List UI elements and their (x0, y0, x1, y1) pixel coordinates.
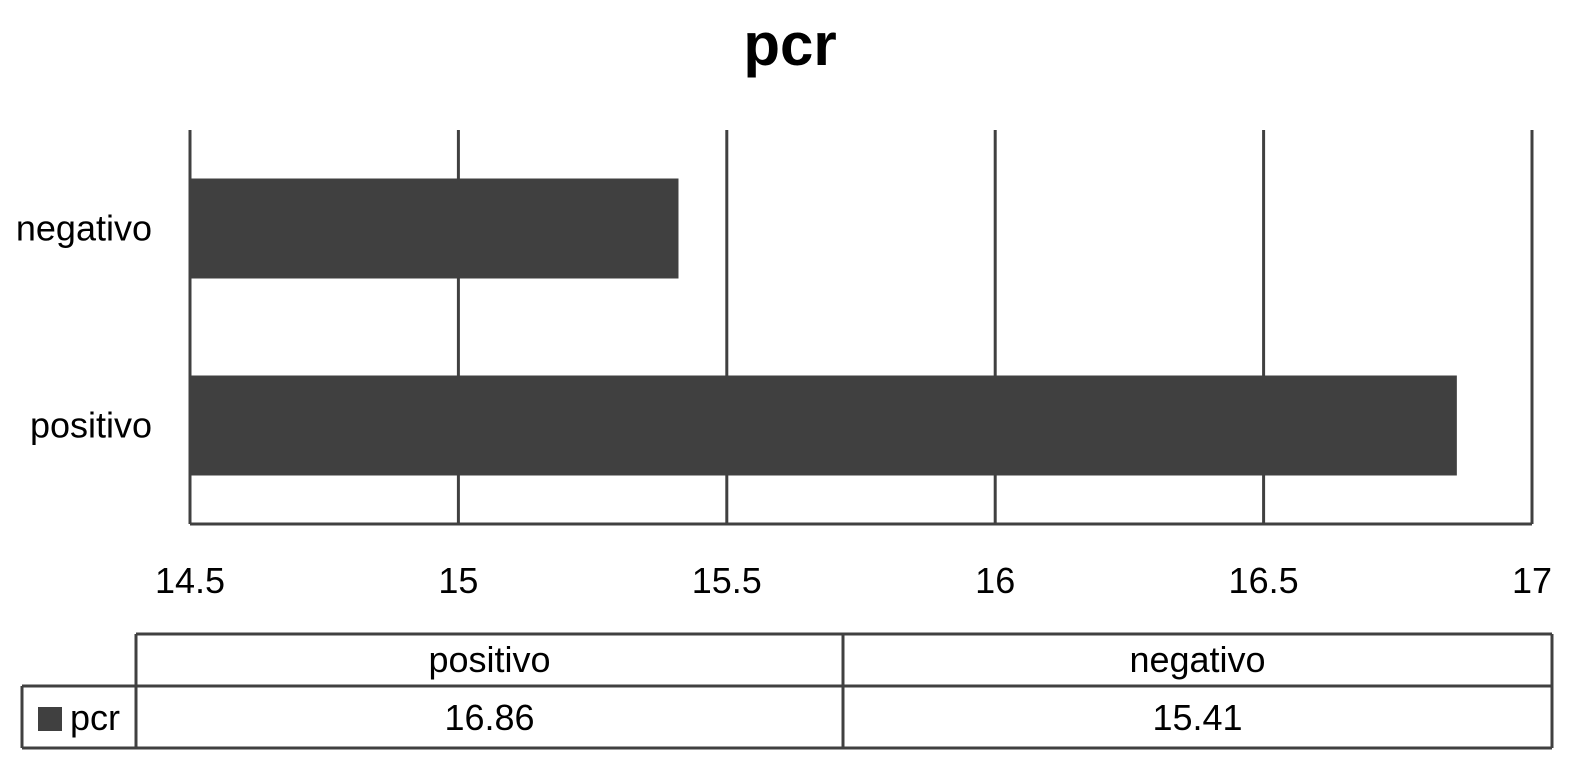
category-label-negativo: negativo (16, 208, 152, 249)
data-table: positivo 16.86 negativo 15.41 pcr (20, 632, 1554, 750)
x-tick-labels: 14.5 15 15.5 16 16.5 17 (155, 560, 1552, 601)
x-tick-label: 17 (1512, 560, 1552, 601)
table-value-negativo: 15.41 (1152, 697, 1242, 738)
legend-series-name: pcr (70, 697, 120, 738)
x-tick-label: 16 (975, 560, 1015, 601)
x-tick-label: 16.5 (1229, 560, 1299, 601)
x-tick-label: 14.5 (155, 560, 225, 601)
x-tick-label: 15.5 (692, 560, 762, 601)
category-labels: positivo negativo (16, 208, 152, 446)
table-header-negativo: negativo (1129, 639, 1265, 680)
bars (190, 178, 1457, 476)
x-tick-label: 15 (438, 560, 478, 601)
category-label-positivo: positivo (30, 405, 152, 446)
chart-title: pcr (743, 11, 836, 78)
axes (188, 130, 1532, 526)
table-value-positivo: 16.86 (444, 697, 534, 738)
legend-swatch (38, 707, 62, 731)
table-header-positivo: positivo (428, 639, 550, 680)
bar-positivo (190, 375, 1457, 476)
bar-negativo (190, 178, 679, 279)
